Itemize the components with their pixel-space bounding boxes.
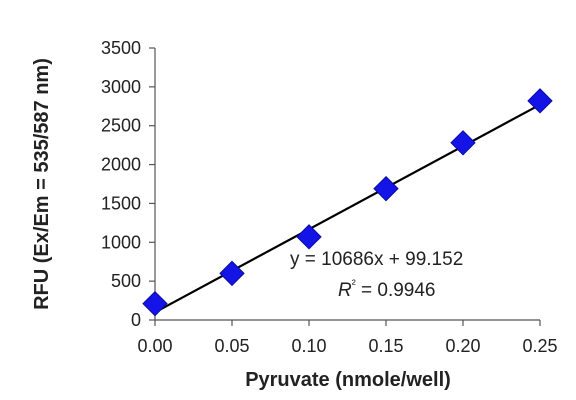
data-point	[527, 88, 553, 114]
x-tick-label: 0.25	[522, 336, 557, 356]
y-tick-label: 3000	[101, 77, 141, 97]
x-tick-label: 0.10	[291, 336, 326, 356]
y-tick-label: 1000	[101, 232, 141, 252]
data-point	[219, 260, 245, 287]
data-point	[142, 290, 168, 317]
y-axis-title: RFU (Ex/Em = 535/587 nm)	[31, 58, 53, 310]
y-tick-label: 500	[111, 271, 141, 291]
r-squared-value: = 0.9946	[356, 280, 436, 301]
r-squared-superscript: ²	[352, 277, 356, 291]
x-tick-label: 0.00	[137, 336, 172, 356]
data-point	[450, 130, 476, 156]
y-tick-label: 2500	[101, 116, 141, 136]
y-tick-label: 2000	[101, 155, 141, 175]
r-squared-label: R² = 0.9946	[338, 277, 436, 301]
y-tick-label: 0	[131, 310, 141, 330]
x-ticks: 0.00 0.05 0.10 0.15 0.20 0.25	[137, 320, 558, 356]
data-point	[373, 175, 399, 202]
y-tick-label: 1500	[101, 193, 141, 213]
data-point	[296, 224, 322, 250]
x-tick-label: 0.15	[368, 336, 403, 356]
trendline-equation: y = 10686x + 99.152	[290, 249, 463, 270]
y-ticks: 0 500 1000 1500 2000 2500 3000 3500	[101, 38, 155, 330]
x-tick-label: 0.20	[445, 336, 480, 356]
r-squared-prefix: R	[338, 280, 352, 301]
x-axis-title: Pyruvate (nmole/well)	[245, 369, 451, 391]
trendline	[154, 103, 541, 314]
x-tick-label: 0.05	[214, 336, 249, 356]
data-points	[142, 88, 553, 317]
axes	[154, 48, 540, 321]
y-tick-label: 3500	[101, 38, 141, 58]
